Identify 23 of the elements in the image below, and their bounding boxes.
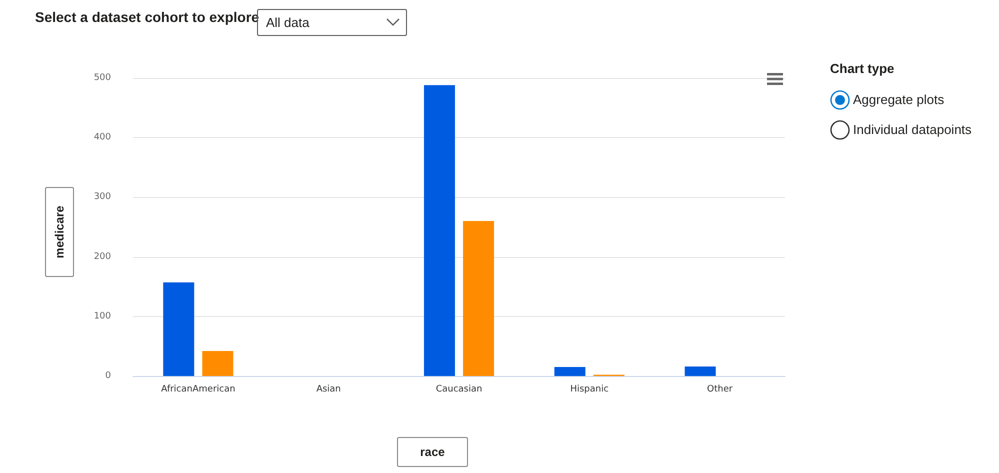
- text: Chart type: [830, 61, 894, 76]
- y-axis-title: medicare: [52, 206, 67, 258]
- bar: [554, 367, 586, 376]
- bar: [202, 350, 234, 376]
- text: Individual datapoints: [853, 122, 972, 137]
- text: Aggregate plots: [853, 92, 944, 107]
- y-tick-label: 300: [94, 192, 112, 202]
- y-tick-label: 100: [94, 311, 112, 322]
- x-tick-label: Caucasian: [436, 384, 482, 394]
- y-tick-label: 400: [94, 132, 112, 143]
- x-tick-label: AfricanAmerican: [161, 384, 236, 394]
- bar: [163, 282, 194, 376]
- bar: [424, 85, 455, 376]
- x-axis-title: race: [397, 437, 468, 467]
- x-tick-label: Hispanic: [570, 384, 609, 394]
- bar: [684, 366, 716, 376]
- y-tick-label: 0: [105, 371, 112, 381]
- bar: [463, 221, 494, 376]
- y-tick-label: 200: [94, 252, 112, 262]
- x-tick-label: Asian: [316, 384, 341, 394]
- x-tick-label: Other: [707, 384, 733, 394]
- text: All data: [266, 15, 310, 30]
- y-tick-label: 500: [94, 73, 112, 83]
